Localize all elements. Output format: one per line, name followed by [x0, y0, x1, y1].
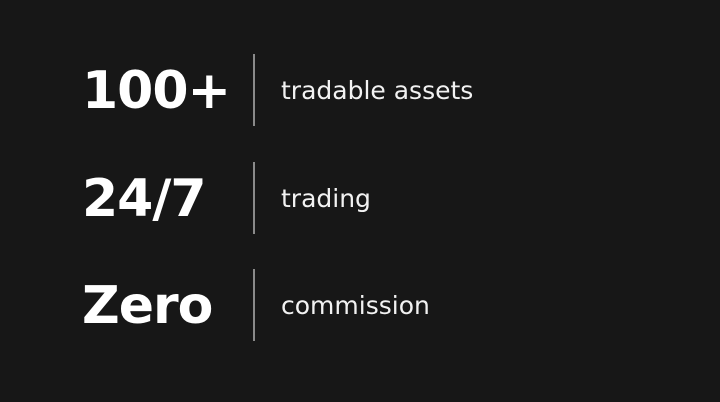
stat-value-trading: 24/7 [82, 169, 207, 229]
stat-value-assets: 100+ [82, 61, 231, 121]
stat-divider [253, 269, 255, 341]
stat-label-assets: tradable assets [281, 76, 474, 105]
stat-label-commission: commission [281, 291, 430, 320]
stat-row-commission: Zero commission [0, 269, 720, 343]
stat-row-trading: 24/7 trading [0, 162, 720, 236]
stat-divider [253, 54, 255, 126]
stat-divider [253, 162, 255, 234]
stat-value-commission: Zero [82, 276, 213, 336]
stat-label-trading: trading [281, 184, 371, 213]
stat-row-assets: 100+ tradable assets [0, 54, 720, 128]
